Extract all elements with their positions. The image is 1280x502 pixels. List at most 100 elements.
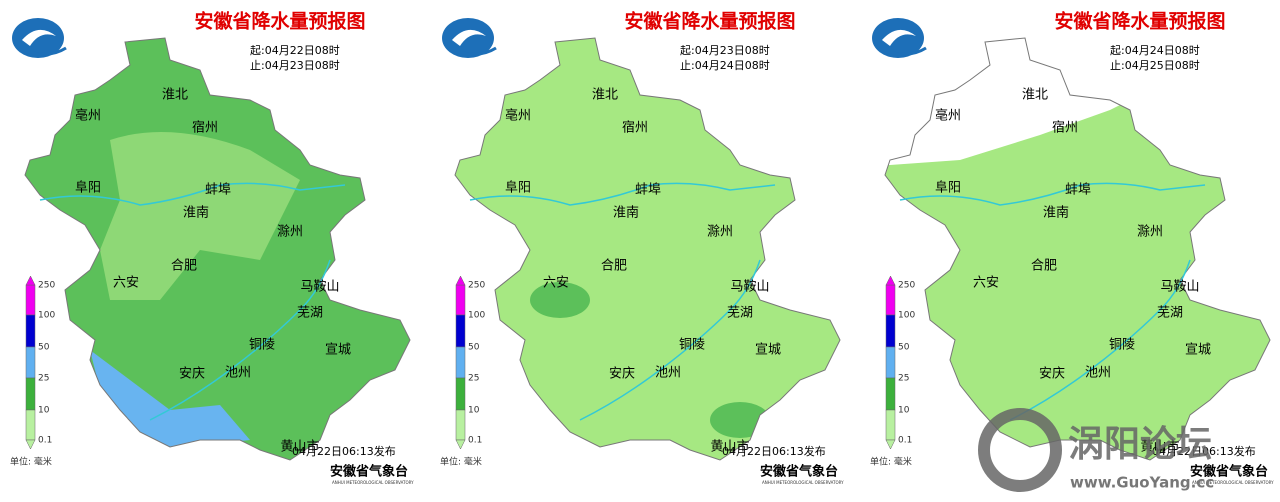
legend-tick: 10	[898, 406, 910, 416]
lighter-area	[100, 132, 300, 300]
start-time: 起:04月22日08时	[250, 44, 340, 57]
legend-swatch	[455, 346, 466, 379]
legend-tick: 25	[38, 374, 49, 384]
legend-swatch	[25, 346, 36, 379]
map-title: 安徽省降水量预报图	[194, 10, 365, 33]
logo-swirl	[882, 29, 916, 46]
end-time: 止:04月24日08时	[680, 59, 770, 72]
legend-swatch	[885, 346, 896, 379]
river	[899, 182, 1206, 206]
city-label: 池州	[1085, 366, 1111, 381]
legend-tick: 10	[468, 406, 480, 416]
province	[455, 38, 840, 460]
city-label: 蚌埠	[635, 183, 661, 198]
city-label: 六安	[113, 276, 139, 291]
legend-tick: 50	[38, 343, 50, 353]
city-label: 铜陵	[249, 338, 275, 353]
city-label: 淮北	[592, 88, 618, 103]
legend-tick: 0.1	[38, 436, 52, 446]
legend-cap	[885, 275, 896, 286]
city-label: 铜陵	[679, 338, 705, 353]
province-outline	[454, 37, 841, 461]
legend-tick: 100	[898, 311, 915, 321]
river	[149, 259, 331, 421]
unit-label: 单位: 毫米	[870, 456, 912, 468]
legend-swatch	[885, 314, 896, 348]
city-label: 阜阳	[935, 180, 961, 196]
city-label: 合肥	[171, 259, 197, 274]
logo-swirl	[22, 29, 56, 46]
legend-swatch	[25, 377, 36, 411]
city-label: 黄山市	[280, 439, 319, 455]
city-label: 滁州	[707, 224, 733, 240]
city-label: 马鞍山	[1160, 279, 1199, 295]
logo	[872, 18, 924, 58]
legend-swatch	[25, 284, 36, 316]
legend-tick: 25	[898, 374, 909, 384]
org-name-en: ANHUI METEOROLOGICAL OBSERVATORY	[332, 480, 414, 485]
legend-swatch	[455, 409, 466, 441]
city-label: 淮南	[1043, 205, 1069, 221]
province	[25, 38, 410, 460]
city-label: 六安	[973, 276, 999, 291]
legend-tick: 10	[38, 406, 50, 416]
city-label: 六安	[543, 276, 569, 291]
legend-tick: 50	[468, 343, 480, 353]
end-time: 止:04月23日08时	[250, 59, 340, 72]
city-label: 淮南	[613, 205, 639, 221]
city-label: 宣城	[325, 342, 351, 358]
moderate-area	[530, 282, 590, 318]
city-label: 宿州	[622, 120, 648, 136]
city-label: 亳州	[75, 108, 101, 124]
legend-tick: 0.1	[468, 436, 482, 446]
legend-swatch	[885, 409, 896, 441]
unit-label: 单位: 毫米	[440, 456, 482, 468]
org-name: 安徽省气象台	[1190, 464, 1268, 480]
city-label: 池州	[225, 366, 251, 381]
unit-label: 单位: 毫米	[10, 456, 52, 468]
city-label: 芜湖	[727, 306, 753, 321]
province-outline	[24, 37, 411, 461]
river	[579, 259, 761, 421]
legend-cap	[25, 275, 36, 286]
issue-time: 04月22日06:13发布	[722, 444, 826, 458]
watermark-logo	[978, 408, 1062, 492]
city-label: 宿州	[192, 120, 218, 136]
org-name: 安徽省气象台	[760, 464, 838, 480]
city-label: 淮南	[183, 205, 209, 221]
logo-wave	[889, 46, 927, 56]
legend-cap	[455, 275, 466, 286]
legend-tick: 100	[468, 311, 485, 321]
map-title: 安徽省降水量预报图	[1054, 10, 1225, 33]
river	[39, 182, 346, 206]
legend-swatch	[885, 284, 896, 316]
city-label: 蚌埠	[1065, 183, 1091, 198]
org-name-en: ANHUI METEOROLOGICAL OBSERVATORY	[762, 480, 844, 485]
legend-swatch	[25, 314, 36, 348]
logo	[442, 18, 494, 58]
start-time: 起:04月23日08时	[680, 44, 770, 57]
end-time: 止:04月25日08时	[1110, 59, 1200, 72]
city-label: 池州	[655, 366, 681, 381]
logo	[12, 18, 64, 58]
city-label: 阜阳	[75, 180, 101, 196]
city-label: 淮北	[162, 88, 188, 103]
legend-tick: 25	[468, 374, 479, 384]
city-label: 马鞍山	[730, 279, 769, 295]
city-label: 亳州	[935, 108, 961, 124]
city-label: 马鞍山	[300, 279, 339, 295]
legend-swatch	[455, 377, 466, 411]
city-label: 合肥	[601, 259, 627, 274]
watermark-url: www.GuoYang.cc	[1070, 474, 1214, 492]
province-outline	[884, 37, 1271, 461]
city-label: 合肥	[1031, 259, 1057, 274]
watermark: 涡阳论坛 www.GuoYang.cc	[978, 408, 1214, 492]
legend-swatch	[455, 314, 466, 348]
legend-tick: 250	[468, 281, 485, 291]
legend-tick: 100	[38, 311, 55, 321]
city-label: 蚌埠	[205, 183, 231, 198]
city-label: 安庆	[179, 367, 205, 382]
